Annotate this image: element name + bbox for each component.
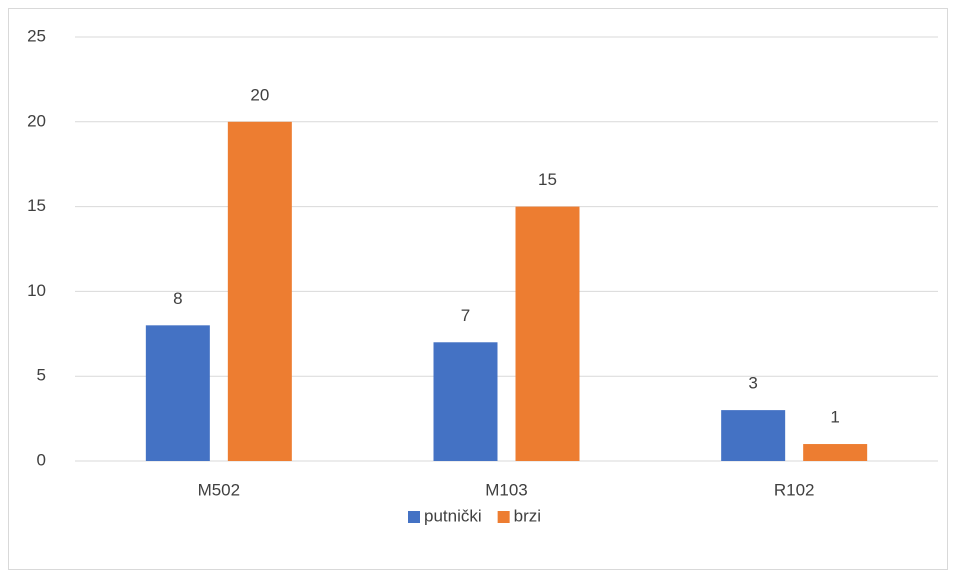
data-label: 15 [538, 170, 557, 189]
data-label: 8 [173, 289, 182, 308]
bar [145, 325, 210, 461]
x-tick-label: M103 [485, 480, 528, 499]
data-label: 20 [250, 85, 269, 104]
bar [227, 121, 292, 462]
y-tick-label: 0 [37, 450, 46, 469]
y-tick-label: 20 [27, 111, 46, 130]
data-label: 1 [830, 408, 839, 427]
x-tick-label: M502 [198, 480, 241, 499]
data-label: 3 [748, 374, 757, 393]
legend-swatch [497, 511, 510, 523]
legend-label: putnički [424, 506, 482, 525]
bar [515, 206, 580, 461]
y-tick-label: 15 [27, 196, 46, 215]
y-tick-label: 10 [27, 281, 46, 300]
x-tick-label: R102 [774, 480, 815, 499]
y-tick-label: 5 [37, 366, 46, 385]
bar [721, 410, 786, 461]
y-tick-label: 25 [27, 26, 46, 45]
chart-border [8, 8, 948, 570]
data-label: 7 [461, 306, 470, 325]
bar [433, 342, 498, 461]
legend-label: brzi [514, 506, 541, 525]
bar [803, 444, 868, 461]
legend-swatch [408, 511, 420, 523]
